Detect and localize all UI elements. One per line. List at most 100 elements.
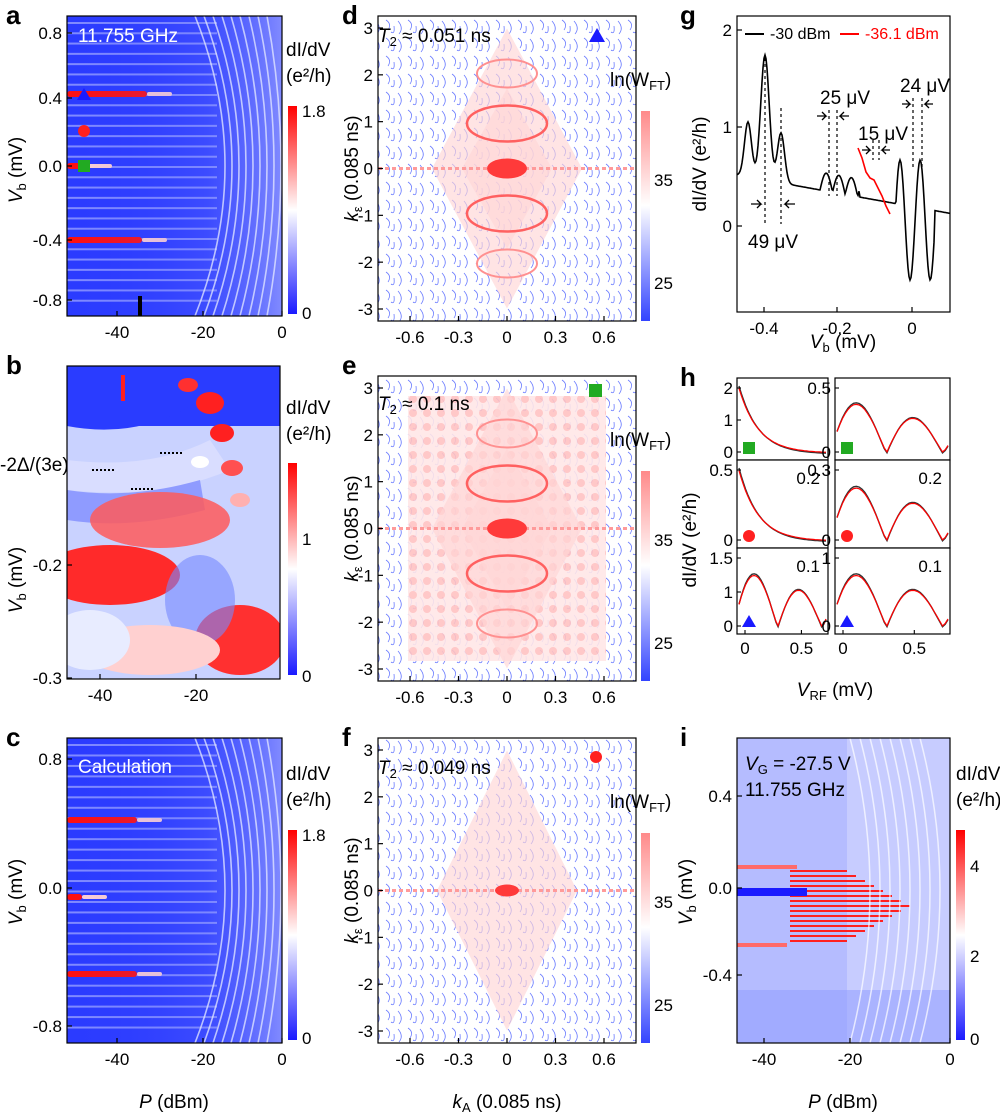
interference-arc (266, 16, 282, 316)
resonance-blob (221, 460, 243, 476)
panel-i-colorbar (956, 830, 965, 1040)
panel-i-xtick-label: -40 (752, 1050, 777, 1069)
circle-marker-icon (590, 751, 602, 763)
panel-b-cbar-tick: 1 (302, 530, 311, 549)
panel-i-cbar-tick: 4 (970, 857, 979, 876)
panel_d-xtick-label: -0.6 (395, 328, 424, 347)
panel_e-center-peak (487, 518, 527, 539)
panel_d-cbar-tick: 35 (654, 171, 673, 190)
circle-marker-icon (743, 530, 755, 542)
panel-i-heatmap (737, 738, 950, 1043)
panel-i-ytick-label: 0.0 (708, 879, 732, 898)
panel-h-subplot (834, 377, 951, 461)
panel-f-t2-annotation: T2 ≈ 0.049 ns (378, 758, 491, 781)
panel-i-xlabel: P (dBm) (808, 1092, 878, 1113)
panel-g-frame (736, 15, 951, 313)
panel_f-ytick-label: 1 (364, 835, 373, 854)
panel-h-xlabel: VRF (mV) (797, 680, 873, 703)
panel-h-ytick-label: 0 (822, 443, 831, 462)
resonance-line (790, 880, 865, 882)
panel-i-cbar-title: dI/dV (956, 764, 1000, 785)
resonance-line (790, 925, 874, 927)
panel-c-frame (66, 737, 283, 1044)
panel-c-cbar-tick: 0 (302, 1029, 311, 1048)
panel-h-row-label: 0.1 (918, 557, 942, 576)
panel_e-ytick-label: -3 (358, 660, 373, 679)
panel_d-ring (476, 58, 538, 89)
panel_e-ylabel: kε (0.085 ns) (342, 475, 365, 581)
panel-i-cbar-tick: 0 (970, 1030, 979, 1049)
panel-h-ytick-label: 1 (724, 411, 733, 430)
panel_d-ytick-label: -3 (358, 300, 373, 319)
panel-g-trace-red (857, 147, 891, 215)
panel-d-t2-annotation: T2 ≈ 0.051 ns (378, 26, 491, 49)
panel-c-heatmap (67, 738, 282, 1043)
panel_d-xtick-label: 0.3 (544, 328, 568, 347)
circle-marker-icon (841, 530, 853, 542)
interference-arc (230, 16, 254, 316)
panel-c-cbar-unit: (e²/h) (286, 790, 331, 811)
panel-h-fit-curve (738, 574, 827, 628)
panel-h-fit-curve (836, 487, 949, 542)
panel-b-heatmap (67, 366, 280, 679)
resonance-line (790, 905, 910, 907)
panel-g-xtick-label: -0.2 (822, 319, 851, 338)
triangle-marker-icon (742, 615, 756, 627)
panel_d-ylabel: kε (0.085 ns) (342, 115, 365, 221)
resonance-line (790, 875, 856, 877)
panel-a-xtick-label: -40 (105, 323, 130, 342)
resonance-line (790, 885, 874, 887)
panel_d-ytick-label: -1 (358, 206, 373, 225)
panel_f-center-peak (495, 884, 519, 897)
panel-h-fit-curve (738, 388, 826, 453)
panel-h-xtick-label: 0.5 (902, 639, 926, 658)
interference-arc (221, 16, 247, 316)
interference-arc (879, 738, 901, 1043)
panel-label-i: i (680, 722, 687, 752)
panel-g-arrows (751, 99, 933, 209)
panel-b-cbar-tick: 0 (302, 667, 311, 686)
interference-arc (194, 738, 226, 1043)
panel-h-row-label: 0.2 (918, 469, 942, 488)
panel-i-cbar-tick: 2 (970, 947, 979, 966)
panel-g-xtick-label: 0 (907, 319, 916, 338)
panel-label-g: g (680, 0, 696, 30)
panel-label-f: f (342, 722, 351, 752)
panel_e-cbar-tick: 25 (654, 634, 673, 653)
interference-arc (257, 16, 275, 316)
panel-a-cbar-unit: (e²/h) (286, 66, 331, 87)
panel-c-cbar-title: dI/dV (286, 764, 331, 785)
resonance-blob (196, 392, 224, 414)
panel-h-fit-curve (738, 470, 827, 541)
panel-i-ylabel: Vb (mV) (676, 859, 699, 925)
panel_e-cbar-title: ln(WFT) (610, 430, 671, 453)
panel-a-xtick-label: -20 (191, 323, 216, 342)
panel-c-ytick-label: -0.8 (33, 1017, 62, 1036)
panel_e-xtick-label: 0.6 (592, 688, 616, 707)
panel-g-trace-black (736, 52, 951, 283)
panel-h-xtick-label: 0 (740, 639, 749, 658)
panel-a: a 11.755 GHz 0.8 0.4 0.0 -0.4 -0.8 -40 -20 0 Vb… (6, 0, 331, 342)
resonance-line (790, 930, 865, 932)
panel_e-ring (465, 464, 549, 503)
panel_e-ytick-label: 3 (364, 379, 373, 398)
panel-h-ytick-label: 1 (724, 583, 733, 602)
panel-a-ytick-label: 0.8 (38, 24, 62, 43)
panel-g-xlabel: Vb (mV) (810, 332, 876, 355)
panel-a-heatmap (67, 16, 282, 316)
panel_f-cbar-title: ln(WFT) (610, 792, 671, 815)
panel-h-row-label: 0.2 (796, 469, 820, 488)
panel_f-ytick-label: 0 (364, 882, 373, 901)
panel-c: c Calculation 0.80.0-0.8-40 -20 0 Vb (mV) … (6, 722, 331, 1113)
panel_e-ytick-label: -2 (358, 613, 373, 632)
panel-e-t2-annotation: T2 ≈ 0.1 ns (378, 394, 470, 417)
panel_d-xtick-label: 0 (502, 328, 511, 347)
interference-arc (203, 16, 233, 316)
panel_f-xtick-label: 0.3 (544, 1050, 568, 1069)
dark-band (737, 888, 807, 896)
interference-arc (212, 16, 240, 316)
panel_e-ring (476, 418, 538, 449)
panel_d-ytick-label: 3 (364, 19, 373, 38)
panel-f-xlabel: kA (0.085 ns) (453, 1092, 562, 1115)
panel-g: g -30 dBm -36.1 dBm 49 μV 2 (680, 0, 951, 355)
